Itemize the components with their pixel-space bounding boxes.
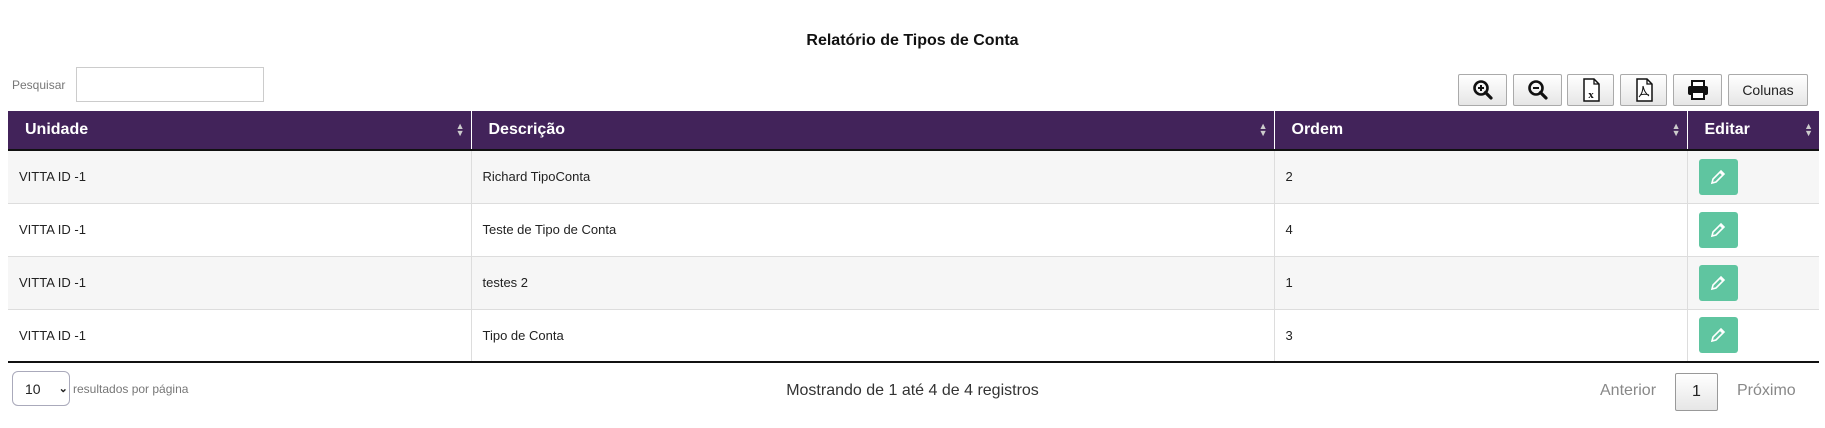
export-excel-button[interactable]: x: [1567, 74, 1614, 106]
sort-icon: ▲ ▼: [1804, 121, 1813, 138]
next-page-button[interactable]: Próximo: [1737, 382, 1796, 399]
records-info: Mostrando de 1 até 4 de 4 registros: [786, 382, 1039, 399]
chevron-down-icon: ⌄: [58, 383, 68, 395]
edit-button[interactable]: [1698, 158, 1738, 195]
cell-unidade: VITTA ID -1: [8, 256, 472, 310]
pencil-icon: [1710, 328, 1726, 343]
page-1-button[interactable]: 1: [1675, 373, 1718, 411]
cell-descricao: testes 2: [471, 256, 1275, 310]
columns-button[interactable]: Colunas: [1728, 74, 1808, 106]
cell-ordem: 3: [1274, 309, 1688, 363]
print-button[interactable]: [1673, 74, 1722, 106]
cell-editar: [1687, 150, 1819, 204]
cell-editar: [1687, 256, 1819, 310]
column-header-ordem[interactable]: Ordem ▲ ▼: [1274, 111, 1688, 151]
pencil-icon: [1710, 169, 1726, 184]
zoom-in-icon: [1472, 80, 1493, 100]
export-pdf-button[interactable]: [1620, 74, 1667, 106]
sort-icon: ▲ ▼: [455, 121, 465, 138]
column-header-unidade[interactable]: Unidade ▲ ▼: [8, 111, 472, 151]
table-row: VITTA ID -1 Richard TipoConta 2: [8, 150, 1819, 204]
cell-editar: [1687, 309, 1819, 363]
column-header-descricao[interactable]: Descrição ▲ ▼: [471, 111, 1275, 151]
page-title: Relatório de Tipos de Conta: [806, 32, 1019, 49]
pencil-icon: [1710, 222, 1726, 237]
pencil-icon: [1710, 275, 1726, 290]
table-row: VITTA ID -1 Tipo de Conta 3: [8, 309, 1819, 363]
cell-ordem: 4: [1274, 203, 1688, 257]
page-size-select[interactable]: 10 ⌄: [12, 371, 70, 406]
page-size-label: resultados por página: [73, 382, 189, 396]
cell-unidade: VITTA ID -1: [8, 309, 472, 363]
print-icon: [1687, 80, 1708, 100]
cell-descricao: Tipo de Conta: [471, 309, 1275, 363]
table-row: VITTA ID -1 Teste de Tipo de Conta 4: [8, 203, 1819, 257]
zoom-out-icon: [1527, 80, 1548, 100]
pdf-file-icon: [1635, 78, 1653, 102]
search-label: Pesquisar: [12, 78, 66, 92]
svg-text:x: x: [1588, 89, 1594, 101]
search-input[interactable]: [76, 67, 264, 102]
zoom-out-button[interactable]: [1513, 74, 1562, 106]
cell-descricao: Richard TipoConta: [471, 150, 1275, 204]
table-row: VITTA ID -1 testes 2 1: [8, 256, 1819, 310]
data-table: Unidade ▲ ▼ Descrição ▲ ▼ Ordem ▲ ▼ Editar ▲ ▼ V…: [8, 111, 1819, 363]
edit-button[interactable]: [1698, 264, 1738, 301]
sort-icon: ▲ ▼: [1258, 121, 1268, 138]
sort-icon: ▲ ▼: [1671, 121, 1681, 138]
cell-descricao: Teste de Tipo de Conta: [471, 203, 1275, 257]
cell-unidade: VITTA ID -1: [8, 203, 472, 257]
excel-file-icon: x: [1582, 78, 1600, 102]
cell-ordem: 1: [1274, 256, 1688, 310]
edit-button[interactable]: [1698, 211, 1738, 248]
previous-page-button[interactable]: Anterior: [1600, 382, 1657, 399]
column-header-editar[interactable]: Editar ▲ ▼: [1687, 111, 1819, 151]
edit-button[interactable]: [1698, 317, 1738, 354]
cell-unidade: VITTA ID -1: [8, 150, 472, 204]
cell-ordem: 2: [1274, 150, 1688, 204]
cell-editar: [1687, 203, 1819, 257]
zoom-in-button[interactable]: [1458, 74, 1507, 106]
